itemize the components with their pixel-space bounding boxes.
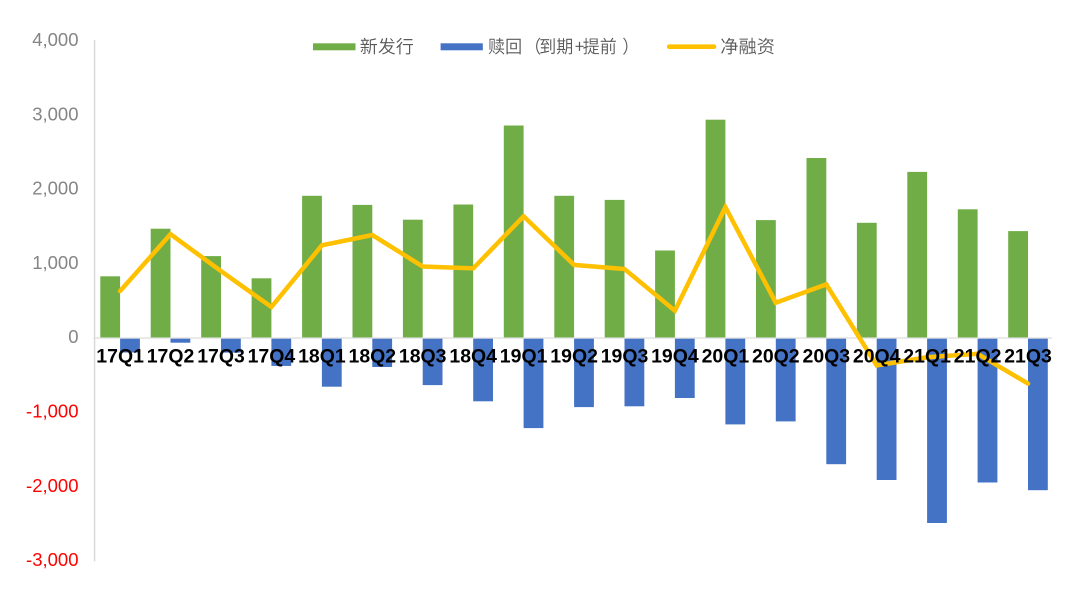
svg-text:17Q3: 17Q3 <box>197 346 245 368</box>
svg-text:18Q3: 18Q3 <box>399 346 447 368</box>
svg-text:17Q2: 17Q2 <box>147 346 195 368</box>
svg-text:4,000: 4,000 <box>32 29 78 50</box>
svg-text:20Q2: 20Q2 <box>752 346 800 368</box>
svg-text:21Q3: 21Q3 <box>1004 346 1052 368</box>
svg-text:19Q3: 19Q3 <box>601 346 649 368</box>
svg-text:-1,000: -1,000 <box>26 401 78 422</box>
svg-text:18Q2: 18Q2 <box>349 346 397 368</box>
svg-text:18Q4: 18Q4 <box>449 346 497 368</box>
svg-text:20Q3: 20Q3 <box>803 346 851 368</box>
svg-text:18Q1: 18Q1 <box>298 346 346 368</box>
svg-text:1,000: 1,000 <box>32 252 78 273</box>
svg-text:2,000: 2,000 <box>32 178 78 199</box>
svg-text:20Q4: 20Q4 <box>853 346 901 368</box>
svg-text:19Q1: 19Q1 <box>500 346 548 368</box>
svg-text:21Q1: 21Q1 <box>903 346 951 368</box>
svg-text:17Q1: 17Q1 <box>96 346 144 368</box>
svg-text:19Q4: 19Q4 <box>651 346 699 368</box>
svg-text:-2,000: -2,000 <box>26 475 78 496</box>
svg-text:17Q4: 17Q4 <box>248 346 296 368</box>
svg-text:20Q1: 20Q1 <box>702 346 750 368</box>
svg-text:3,000: 3,000 <box>32 103 78 124</box>
svg-text:21Q2: 21Q2 <box>954 346 1002 368</box>
svg-text:-3,000: -3,000 <box>26 549 78 570</box>
svg-text:0: 0 <box>68 326 78 347</box>
svg-text:19Q2: 19Q2 <box>550 346 598 368</box>
